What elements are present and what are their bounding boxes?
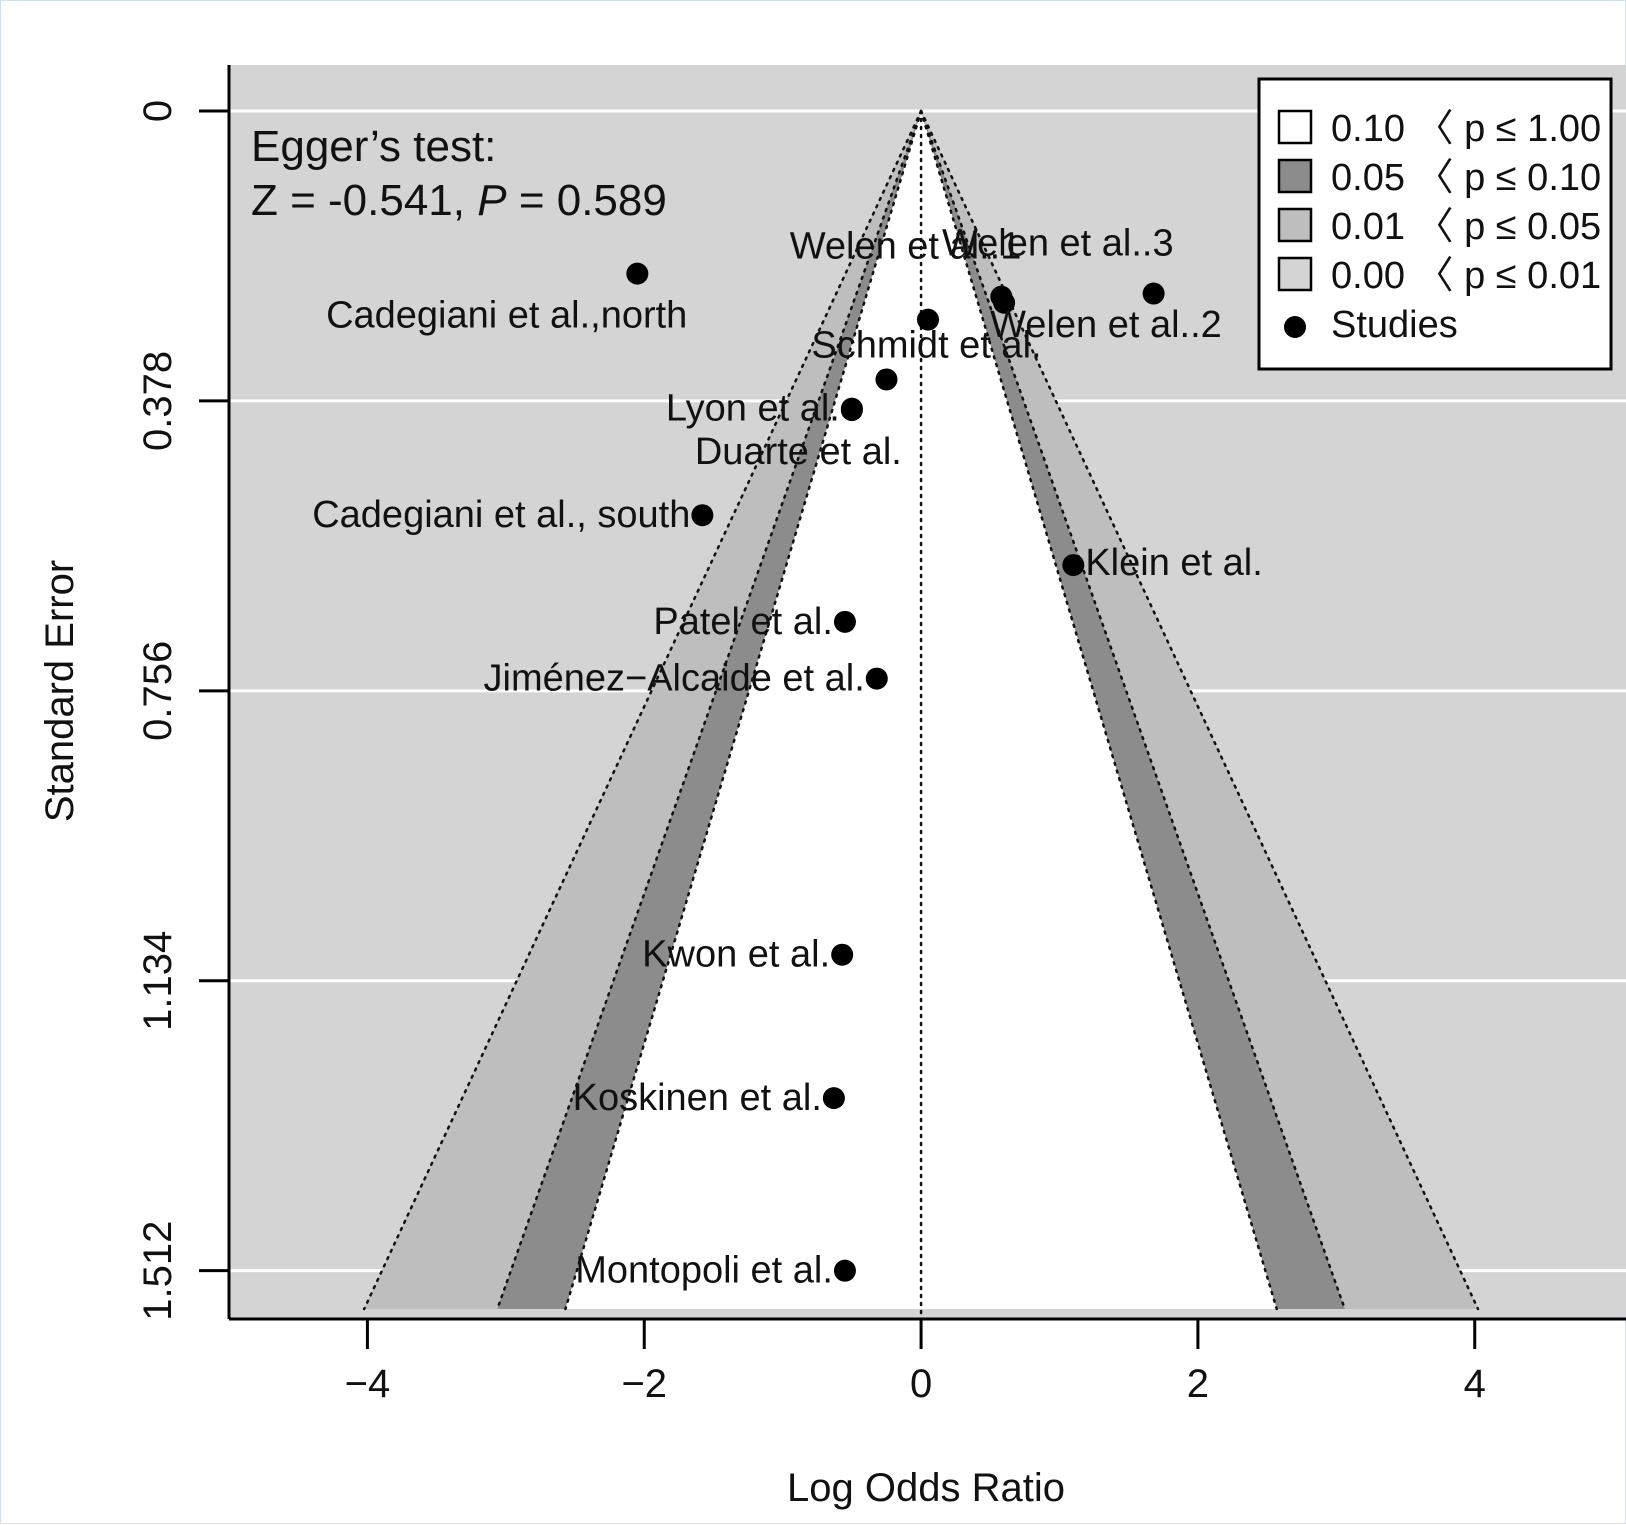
- eggers-z-value: Z = -0.541,: [251, 176, 477, 225]
- legend-marker-studies: [1284, 316, 1306, 338]
- eggers-test-title: Egger’s test:: [251, 122, 496, 171]
- study-point: [1062, 554, 1085, 577]
- y-tick-label: 1.134: [136, 931, 180, 1031]
- legend: 0.10 〈 p ≤ 1.00 0.05 〈 p ≤ 0.10 0.01 〈 p ≤…: [1257, 77, 1613, 371]
- study-label: Cadegiani et al.,north: [326, 295, 687, 337]
- legend-swatch: [1277, 109, 1313, 145]
- x-tick-label: 2: [1187, 1362, 1209, 1406]
- eggers-p-symbol: P: [477, 176, 507, 225]
- eggers-test-annotation: Egger’s test: Z = -0.541, P = 0.589: [251, 122, 667, 225]
- study-label: Koskinen et al.: [573, 1077, 822, 1119]
- legend-label: Studies: [1331, 304, 1458, 346]
- legend-swatch: [1277, 207, 1313, 243]
- legend-swatch: [1277, 158, 1313, 194]
- study-point: [875, 368, 898, 391]
- eggers-test-result: Z = -0.541, P = 0.589: [251, 176, 667, 225]
- y-tick-label: 0: [136, 100, 180, 122]
- legend-label: 0.10 〈 p ≤ 1.00: [1331, 108, 1601, 150]
- study-label: Duarte et al.: [695, 431, 902, 473]
- study-label: Patel et al.: [653, 601, 833, 643]
- study-point: [993, 291, 1016, 314]
- study-point: [1142, 282, 1165, 305]
- funnel-boundary-line: [564, 109, 923, 1311]
- study-point: [822, 1087, 845, 1110]
- study-label: Lyon et al.: [666, 388, 840, 430]
- study-point: [917, 308, 939, 331]
- study-label: Welen et al..3: [942, 223, 1174, 265]
- study-point: [840, 399, 863, 422]
- legend-box: [1257, 77, 1613, 371]
- y-tick-label: 0.756: [136, 641, 180, 741]
- study-point: [626, 262, 649, 285]
- study-point: [833, 610, 856, 633]
- x-axis-title: Log Odds Ratio: [787, 1466, 1065, 1510]
- legend-swatch: [1277, 256, 1313, 292]
- y-tick-label: 1.512: [136, 1221, 180, 1321]
- study-label: Jiménez−Alcaide et al.: [484, 658, 865, 700]
- funnel-boundary-line: [496, 109, 923, 1311]
- funnel-boundary-line: [919, 109, 1278, 1311]
- x-tick-label: −2: [621, 1362, 667, 1406]
- study-label: Welen et al..1: [790, 226, 1022, 268]
- x-tick-label: 4: [1464, 1362, 1486, 1406]
- study-label: Welen et al..2: [990, 304, 1222, 346]
- y-axis-title: Standard Error: [38, 560, 82, 822]
- study-label: Schmidt et al.: [811, 324, 1041, 366]
- study-label: Cadegiani et al., south: [312, 494, 690, 536]
- funnel-boundary-line: [919, 109, 1347, 1311]
- study-point: [831, 943, 854, 966]
- legend-label: 0.05 〈 p ≤ 0.10: [1331, 157, 1601, 199]
- legend-label: 0.00 〈 p ≤ 0.01: [1331, 255, 1601, 297]
- study-point: [865, 667, 888, 690]
- study-point: [833, 1259, 856, 1282]
- study-point: [691, 504, 714, 527]
- x-tick-label: 0: [910, 1362, 932, 1406]
- study-label: Klein et al.: [1085, 542, 1262, 584]
- study-label: Montopoli et al.: [575, 1250, 833, 1292]
- eggers-p-value: = 0.589: [507, 176, 667, 225]
- y-tick-label: 0.378: [136, 351, 180, 451]
- legend-label: 0.01 〈 p ≤ 0.05: [1331, 206, 1601, 248]
- x-tick-label: −4: [345, 1362, 391, 1406]
- study-label: Kwon et al.: [642, 934, 830, 976]
- axes: −4 −2 0 2 4 0 0.378 0.756 1.134 1.512: [136, 65, 1626, 1406]
